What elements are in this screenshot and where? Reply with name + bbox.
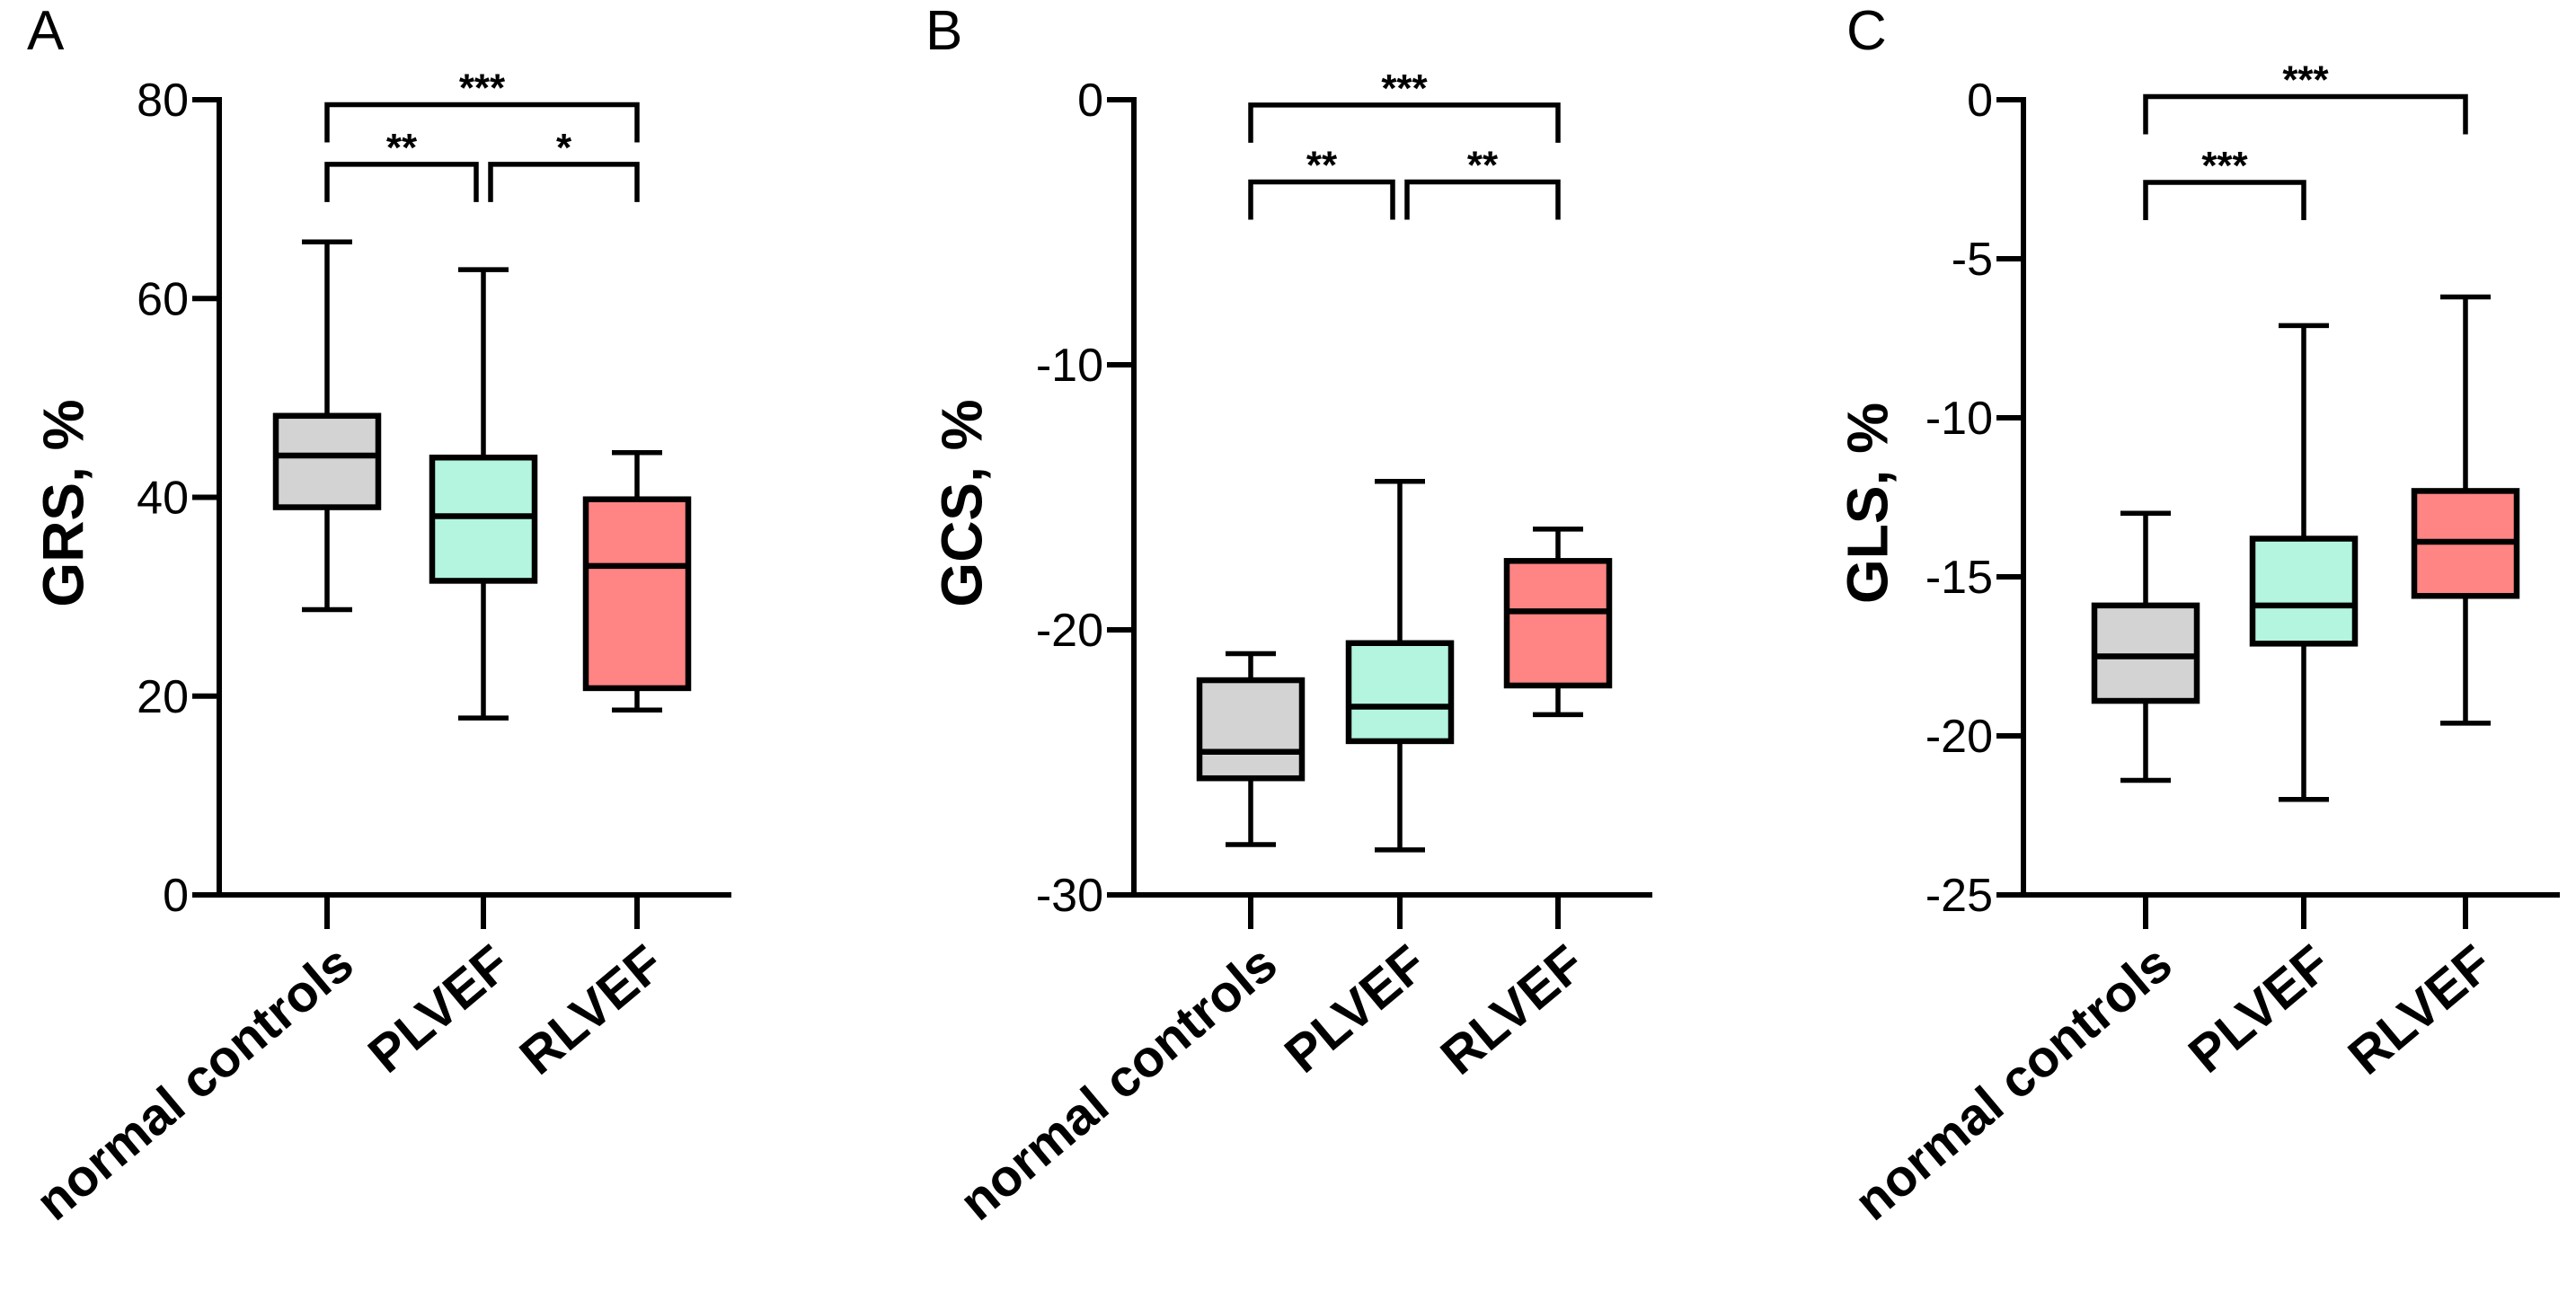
iqr-box [1196, 677, 1306, 782]
significance-label: *** [2201, 144, 2248, 188]
iqr-box [2249, 536, 2359, 647]
significance-label: *** [2282, 58, 2329, 102]
iqr-box [429, 455, 538, 584]
y-tick-label: -10 [1036, 340, 1103, 392]
y-tick-label: 0 [1077, 75, 1103, 127]
box-plot-normal-controls [272, 239, 382, 613]
y-tick-label: 80 [137, 75, 189, 127]
iqr-box [582, 496, 692, 692]
y-tick-label: 0 [163, 870, 189, 922]
y-tick-label: -25 [1925, 870, 1993, 922]
panel-letter: A [27, 0, 65, 62]
category-label: normal controls [1844, 934, 2183, 1232]
y-tick-label: -20 [1036, 605, 1103, 657]
significance-label: *** [459, 66, 506, 111]
iqr-box [1503, 558, 1613, 689]
category-label: RLVEF [1430, 934, 1595, 1085]
significance-label: * [556, 126, 572, 170]
category-label: normal controls [949, 934, 1288, 1232]
box-plot-normal-controls [1196, 651, 1306, 847]
significance-label: ** [1467, 143, 1499, 187]
significance-label: ** [1306, 143, 1338, 187]
category-label: RLVEF [509, 934, 674, 1085]
category-label: normal controls [25, 934, 365, 1232]
y-axis-title: GCS, % [929, 399, 994, 606]
panel-a: A GRS, % 0 20 40 60 80 normal controlsPLVEFRLVE… [25, 0, 731, 1232]
box-plot-rlvef [2411, 294, 2520, 726]
box-plot-plvef [429, 267, 538, 721]
y-tick-label: -10 [1925, 393, 1993, 445]
significance-bracket [2143, 93, 2468, 135]
significance-bracket [2143, 180, 2306, 221]
y-tick-label: 0 [1967, 75, 1993, 127]
y-tick-label: -5 [1952, 234, 1993, 286]
iqr-box [1345, 640, 1455, 745]
category-label: PLVEF [358, 934, 521, 1084]
box-plot-rlvef [582, 449, 692, 713]
significance-label: *** [1381, 66, 1428, 111]
y-tick-label: 20 [137, 671, 189, 723]
category-label: PLVEF [1274, 934, 1438, 1084]
box-plot-normal-controls [2091, 510, 2200, 783]
box-plot-rlvef [1503, 527, 1613, 718]
significance-bracket [324, 102, 640, 143]
y-axis-title: GLS, % [1835, 403, 1899, 604]
panel-letter: C [1846, 0, 1887, 62]
significance-bracket [1404, 179, 1561, 220]
category-label: PLVEF [2178, 934, 2341, 1084]
y-axis-title: GRS, % [31, 399, 95, 606]
y-tick-label: 40 [137, 473, 189, 525]
category-label: RLVEF [2337, 934, 2502, 1085]
box-plot-plvef [1345, 479, 1455, 853]
significance-bracket [324, 162, 479, 202]
significance-label: ** [386, 126, 418, 170]
significance-bracket [488, 162, 640, 202]
iqr-box [272, 412, 382, 510]
panel-letter: B [925, 0, 962, 62]
box-plot-plvef [2249, 323, 2359, 802]
panel-b: B GCS, % -30 -20 -10 0 normal controlsPLVEFRLV… [925, 0, 1652, 1232]
y-tick-label: -15 [1925, 552, 1993, 604]
y-tick-label: 60 [137, 273, 189, 325]
y-tick-label: -20 [1925, 711, 1993, 763]
iqr-box [2091, 602, 2200, 704]
significance-bracket [1248, 102, 1561, 143]
significance-bracket [1248, 179, 1395, 220]
y-tick-label: -30 [1036, 870, 1103, 922]
panel-c: C GLS, % -25 -20 -15 -10 -5 0 normal controlsPLV… [1835, 0, 2560, 1232]
